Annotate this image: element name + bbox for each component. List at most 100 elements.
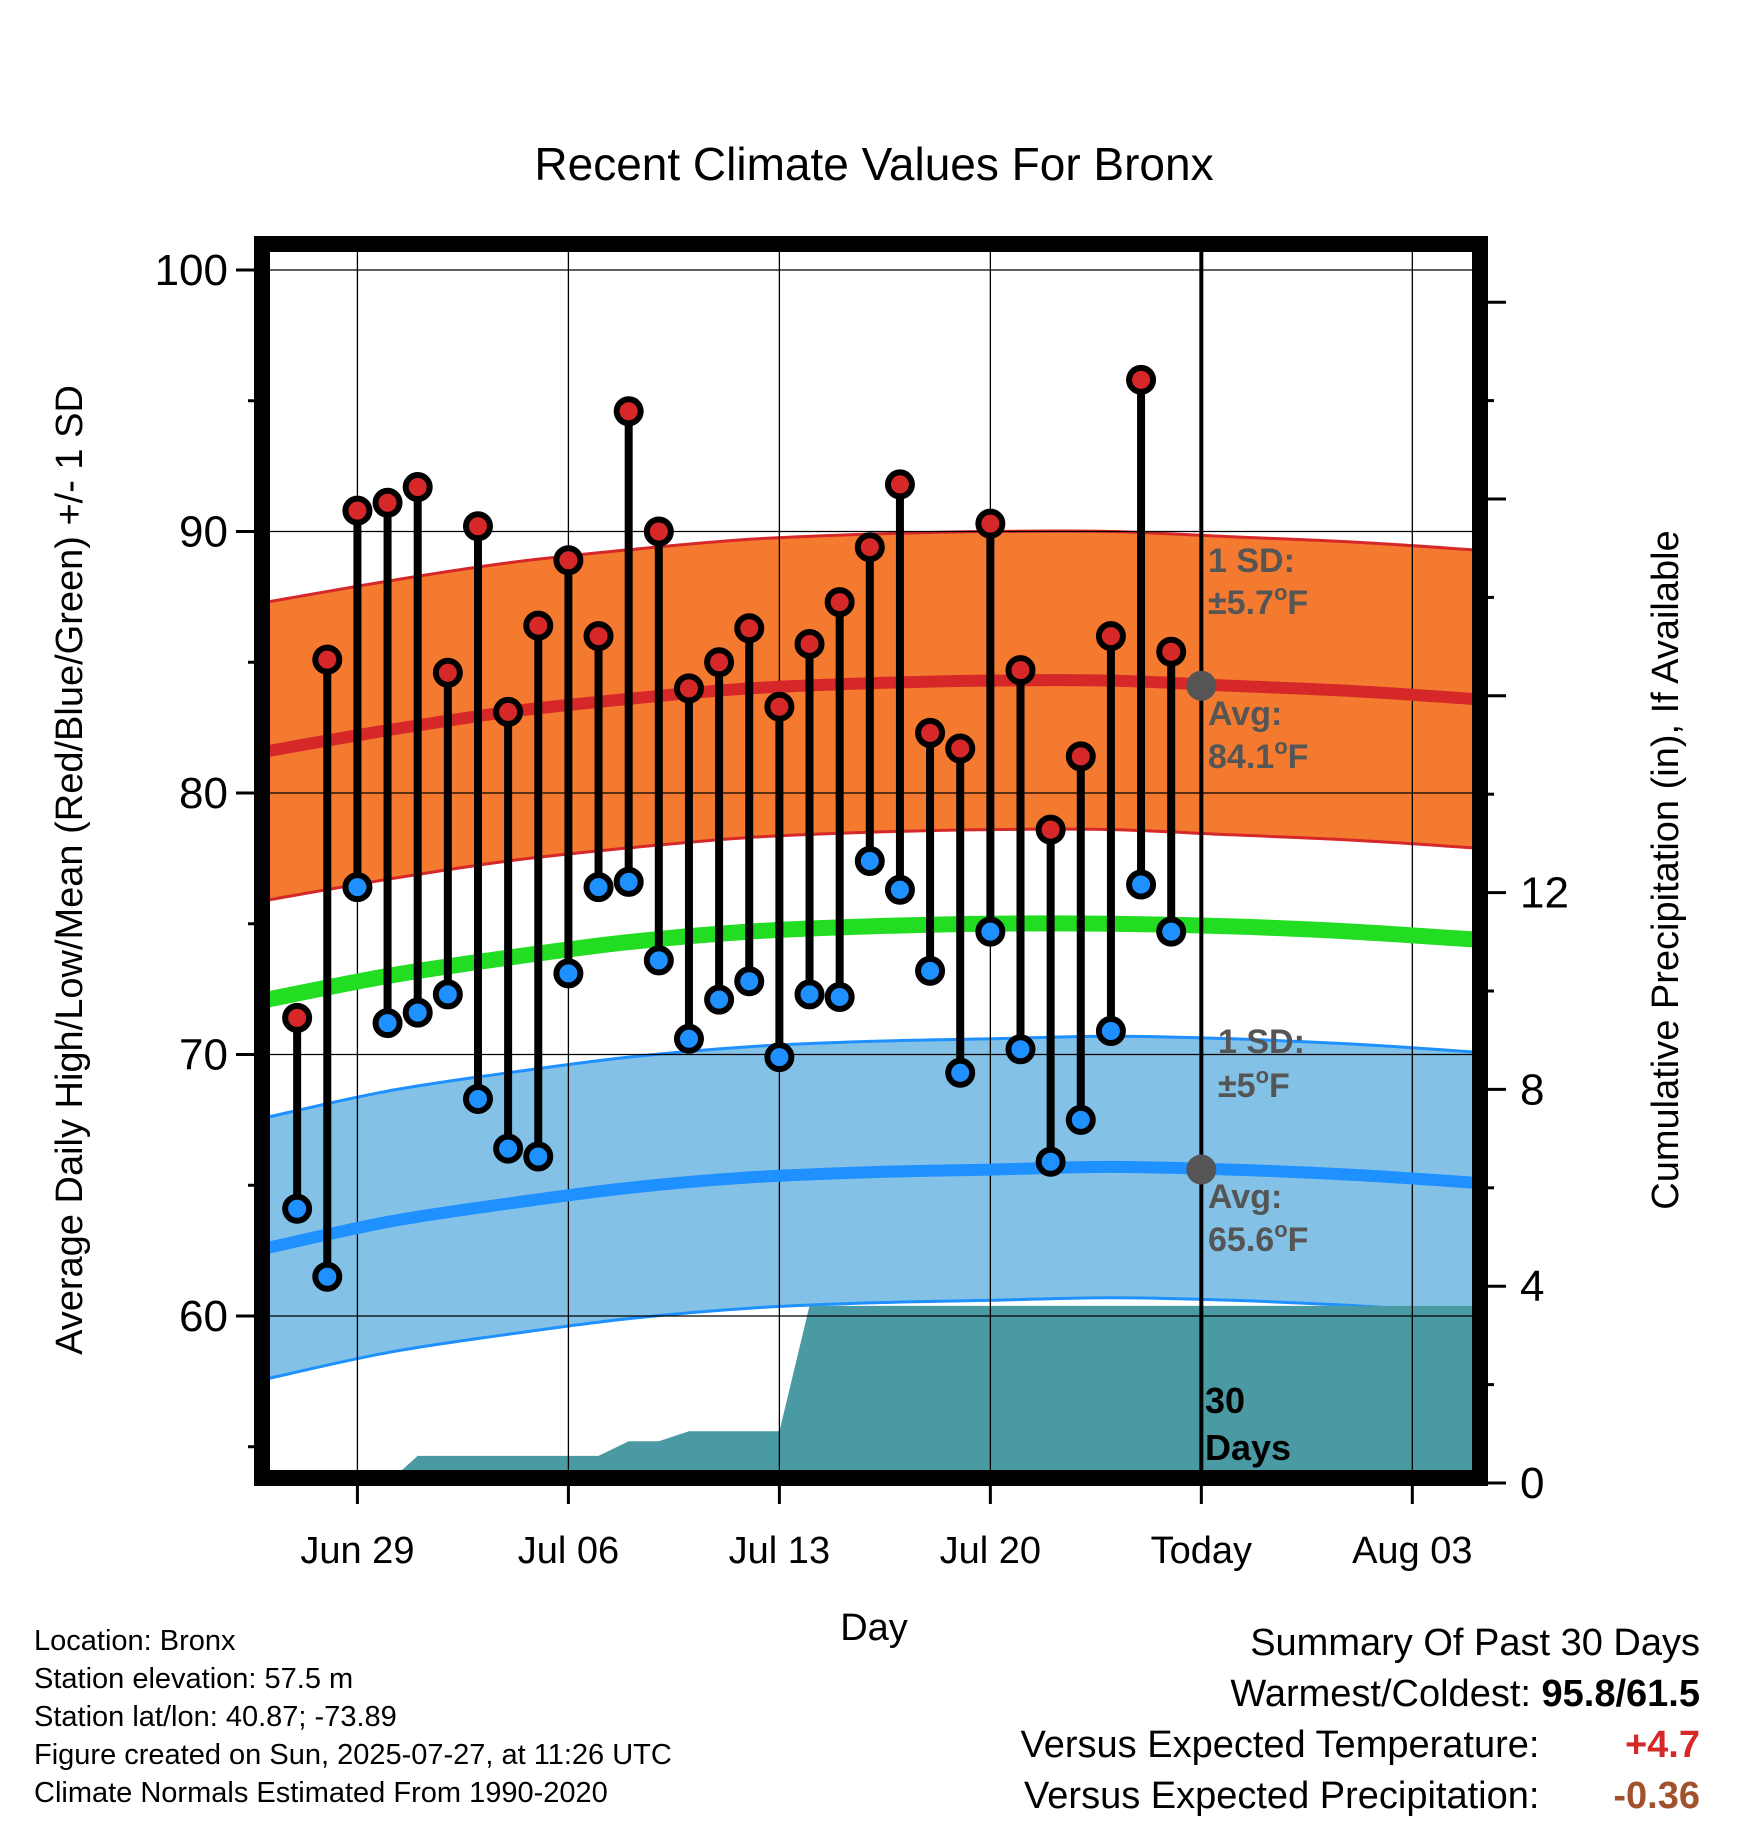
high-avg-label: Avg: — [1208, 695, 1282, 733]
daily-low-point — [282, 1193, 313, 1224]
daily-low-point — [583, 872, 614, 903]
precip-area — [393, 1305, 1480, 1478]
daily-high-point — [583, 621, 614, 652]
daily-high-point — [704, 647, 735, 678]
daily-low-point — [734, 966, 765, 997]
daily-high-point — [462, 511, 493, 542]
high-avg-value: 84.1oF — [1208, 734, 1308, 776]
daily-high-point — [764, 691, 795, 722]
low-sd-label: 1 SD: — [1218, 1023, 1305, 1061]
low-sd-value: ±5oF — [1218, 1063, 1290, 1105]
x-axis-label: Day — [840, 1607, 908, 1649]
chart-title: Recent Climate Values For Bronx — [534, 138, 1213, 190]
x-tick-label: Jun 29 — [300, 1530, 414, 1572]
daily-low-point — [432, 979, 463, 1010]
y-tick-label: 70 — [179, 1031, 228, 1080]
warm-cold-label: Warmest/Coldest: — [1230, 1673, 1531, 1715]
summary-precip: Versus Expected Precipitation: -0.36 — [1021, 1771, 1700, 1822]
daily-low-point — [402, 997, 433, 1028]
plot-area: Jun 29 Jul 06 Jul 13 Jul 20 Today Aug 03 100 90… — [155, 236, 1569, 1572]
summary-temp: Versus Expected Temperature: +4.7 — [1021, 1720, 1700, 1771]
daily-low-point — [1035, 1146, 1066, 1177]
daily-high-point — [975, 508, 1006, 539]
low-average-line — [265, 1160, 1480, 1254]
high-sd-value: ±5.7oF — [1208, 580, 1308, 622]
y-axis-ticks-left: 100 90 80 70 60 — [155, 246, 254, 1449]
daily-high-point — [523, 610, 554, 641]
daily-high-point — [402, 472, 433, 503]
daily-low-point — [884, 874, 915, 905]
observed-values — [282, 364, 1187, 1292]
daily-high-point — [854, 532, 885, 563]
right-tick-label: 0 — [1520, 1459, 1544, 1508]
daily-low-point — [462, 1083, 493, 1114]
plot-frame — [254, 236, 1488, 1486]
daily-high-point — [1035, 814, 1066, 845]
daily-low-point — [1095, 1015, 1126, 1046]
daily-high-point — [613, 396, 644, 427]
elevation-text: Station elevation: 57.5 m — [34, 1663, 354, 1695]
precip-value: -0.36 — [1613, 1775, 1700, 1817]
y-tick-label: 80 — [179, 769, 228, 818]
x-tick-label: Jul 06 — [518, 1530, 619, 1572]
low-sd-band-lower-edge — [266, 1296, 1480, 1381]
x-tick-label: Jul 20 — [940, 1530, 1041, 1572]
daily-high-point — [1126, 364, 1157, 395]
daily-low-point — [613, 866, 644, 897]
y-tick-label: 100 — [155, 246, 228, 295]
daily-low-point — [1065, 1104, 1096, 1135]
daily-high-point — [432, 657, 463, 688]
daily-high-point — [884, 469, 915, 500]
daily-low-point — [312, 1261, 343, 1292]
daily-low-point — [643, 945, 674, 976]
daily-high-point — [1065, 741, 1096, 772]
daily-high-point — [1095, 621, 1126, 652]
low-sd-band-fill — [267, 1036, 1480, 1379]
x-tick-label: Jul 13 — [729, 1530, 830, 1572]
daily-low-point — [764, 1042, 795, 1073]
x-axis-ticks: Jun 29 Jul 06 Jul 13 Jul 20 Today Aug 03 — [300, 1486, 1473, 1572]
daily-high-point — [312, 644, 343, 675]
daily-low-point — [1156, 916, 1187, 947]
y-axis-label-right: Cumulative Precipitation (in), If Availa… — [1645, 530, 1687, 1209]
temp-value: +4.7 — [1624, 1724, 1700, 1766]
daily-low-point — [553, 958, 584, 989]
daily-low-point — [372, 1008, 403, 1039]
location-text: Location: Bronx — [34, 1625, 236, 1657]
high-sd-label: 1 SD: — [1208, 542, 1295, 580]
x-tick-label: Today — [1151, 1530, 1252, 1572]
daily-low-point — [704, 984, 735, 1015]
daily-high-point — [734, 613, 765, 644]
daily-high-point — [794, 628, 825, 659]
window-days-number: 30 — [1205, 1380, 1245, 1421]
daily-high-point — [372, 487, 403, 518]
summary-warm-cold: Warmest/Coldest: 95.8/61.5 — [1021, 1669, 1700, 1720]
daily-low-point — [1126, 869, 1157, 900]
daily-high-point — [915, 717, 946, 748]
today-high-avg-marker — [1186, 670, 1217, 701]
daily-low-point — [945, 1057, 976, 1088]
daily-low-point — [794, 979, 825, 1010]
latlon-text: Station lat/lon: 40.87; -73.89 — [34, 1701, 397, 1733]
daily-low-point — [975, 916, 1006, 947]
daily-low-point — [824, 981, 855, 1012]
daily-high-point — [824, 587, 855, 618]
window-days-label: Days — [1205, 1427, 1291, 1468]
daily-high-point — [1156, 636, 1187, 667]
summary-heading: Summary Of Past 30 Days — [1250, 1622, 1700, 1664]
right-tick-label: 8 — [1520, 1065, 1544, 1114]
created-text: Figure created on Sun, 2025-07-27, at 11… — [34, 1739, 672, 1771]
daily-low-point — [854, 845, 885, 876]
daily-high-point — [493, 696, 524, 727]
daily-high-point — [553, 545, 584, 576]
daily-low-point — [342, 872, 373, 903]
station-info: Location: Bronx Station elevation: 57.5 … — [34, 1622, 672, 1812]
y-tick-label: 60 — [179, 1292, 228, 1341]
daily-low-point — [915, 955, 946, 986]
right-tick-label: 12 — [1520, 869, 1569, 918]
low-avg-label: Avg: — [1208, 1178, 1282, 1216]
y-tick-label: 90 — [179, 508, 228, 557]
daily-low-point — [1005, 1034, 1036, 1065]
